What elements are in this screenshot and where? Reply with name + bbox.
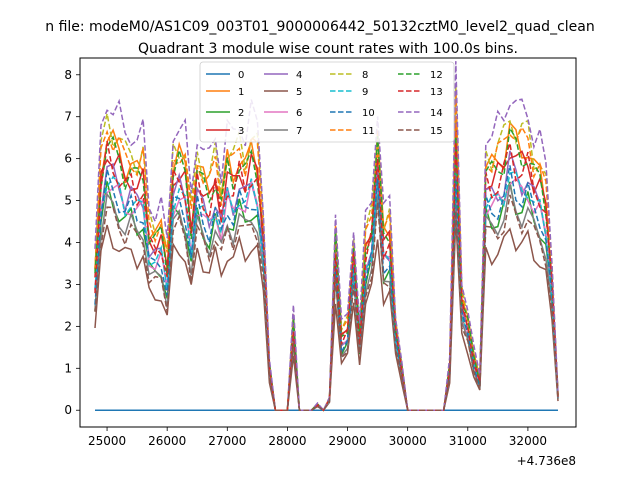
legend-label-1: 1 xyxy=(238,87,244,98)
x-offset-label: +4.736e8 xyxy=(517,454,576,468)
series-line-15 xyxy=(94,194,559,412)
series-line-14 xyxy=(94,61,559,412)
legend-label-14: 14 xyxy=(430,108,443,119)
legend-label-11: 11 xyxy=(362,126,375,137)
x-tick-label: 30000 xyxy=(389,434,427,448)
legend-box xyxy=(199,61,455,143)
plot-lines xyxy=(94,61,559,412)
x-tick-label: 27000 xyxy=(208,434,246,448)
legend-label-13: 13 xyxy=(430,87,443,98)
y-tick-label: 4 xyxy=(64,236,72,250)
y-axis: 0 1 2 3 4 5 6 7 8 xyxy=(64,68,80,417)
y-tick-label: 7 xyxy=(64,110,72,124)
x-axis: 25000 26000 27000 28000 29000 30000 31000 32000 xyxy=(88,427,547,448)
x-tick-label: 31000 xyxy=(449,434,487,448)
legend-label-9: 9 xyxy=(362,87,368,98)
y-tick-label: 6 xyxy=(64,152,72,166)
x-tick-label: 29000 xyxy=(328,434,366,448)
x-tick-label: 32000 xyxy=(509,434,547,448)
y-tick-label: 1 xyxy=(64,361,72,375)
suptitle: n file: modeM0/AS1C09_003T01_9000006442_… xyxy=(45,19,594,35)
y-tick-label: 3 xyxy=(64,277,72,291)
y-tick-label: 2 xyxy=(64,319,72,333)
x-tick-label: 28000 xyxy=(268,434,306,448)
y-tick-label: 0 xyxy=(64,403,72,417)
legend-label-5: 5 xyxy=(296,87,302,98)
legend-label-7: 7 xyxy=(296,126,302,137)
legend-label-12: 12 xyxy=(430,70,443,81)
legend-label-8: 8 xyxy=(362,70,368,81)
y-tick-label: 5 xyxy=(64,194,72,208)
legend-label-0: 0 xyxy=(238,70,244,81)
y-tick-label: 8 xyxy=(64,68,72,82)
legend-label-6: 6 xyxy=(296,108,302,119)
chart-title: Quadrant 3 module wise count rates with … xyxy=(138,41,518,57)
legend-label-4: 4 xyxy=(296,70,302,81)
x-tick-label: 26000 xyxy=(148,434,186,448)
legend-label-10: 10 xyxy=(362,108,375,119)
x-tick-label: 25000 xyxy=(88,434,126,448)
legend-label-3: 3 xyxy=(238,126,244,137)
legend-label-2: 2 xyxy=(238,108,244,119)
legend-label-15: 15 xyxy=(430,126,443,137)
